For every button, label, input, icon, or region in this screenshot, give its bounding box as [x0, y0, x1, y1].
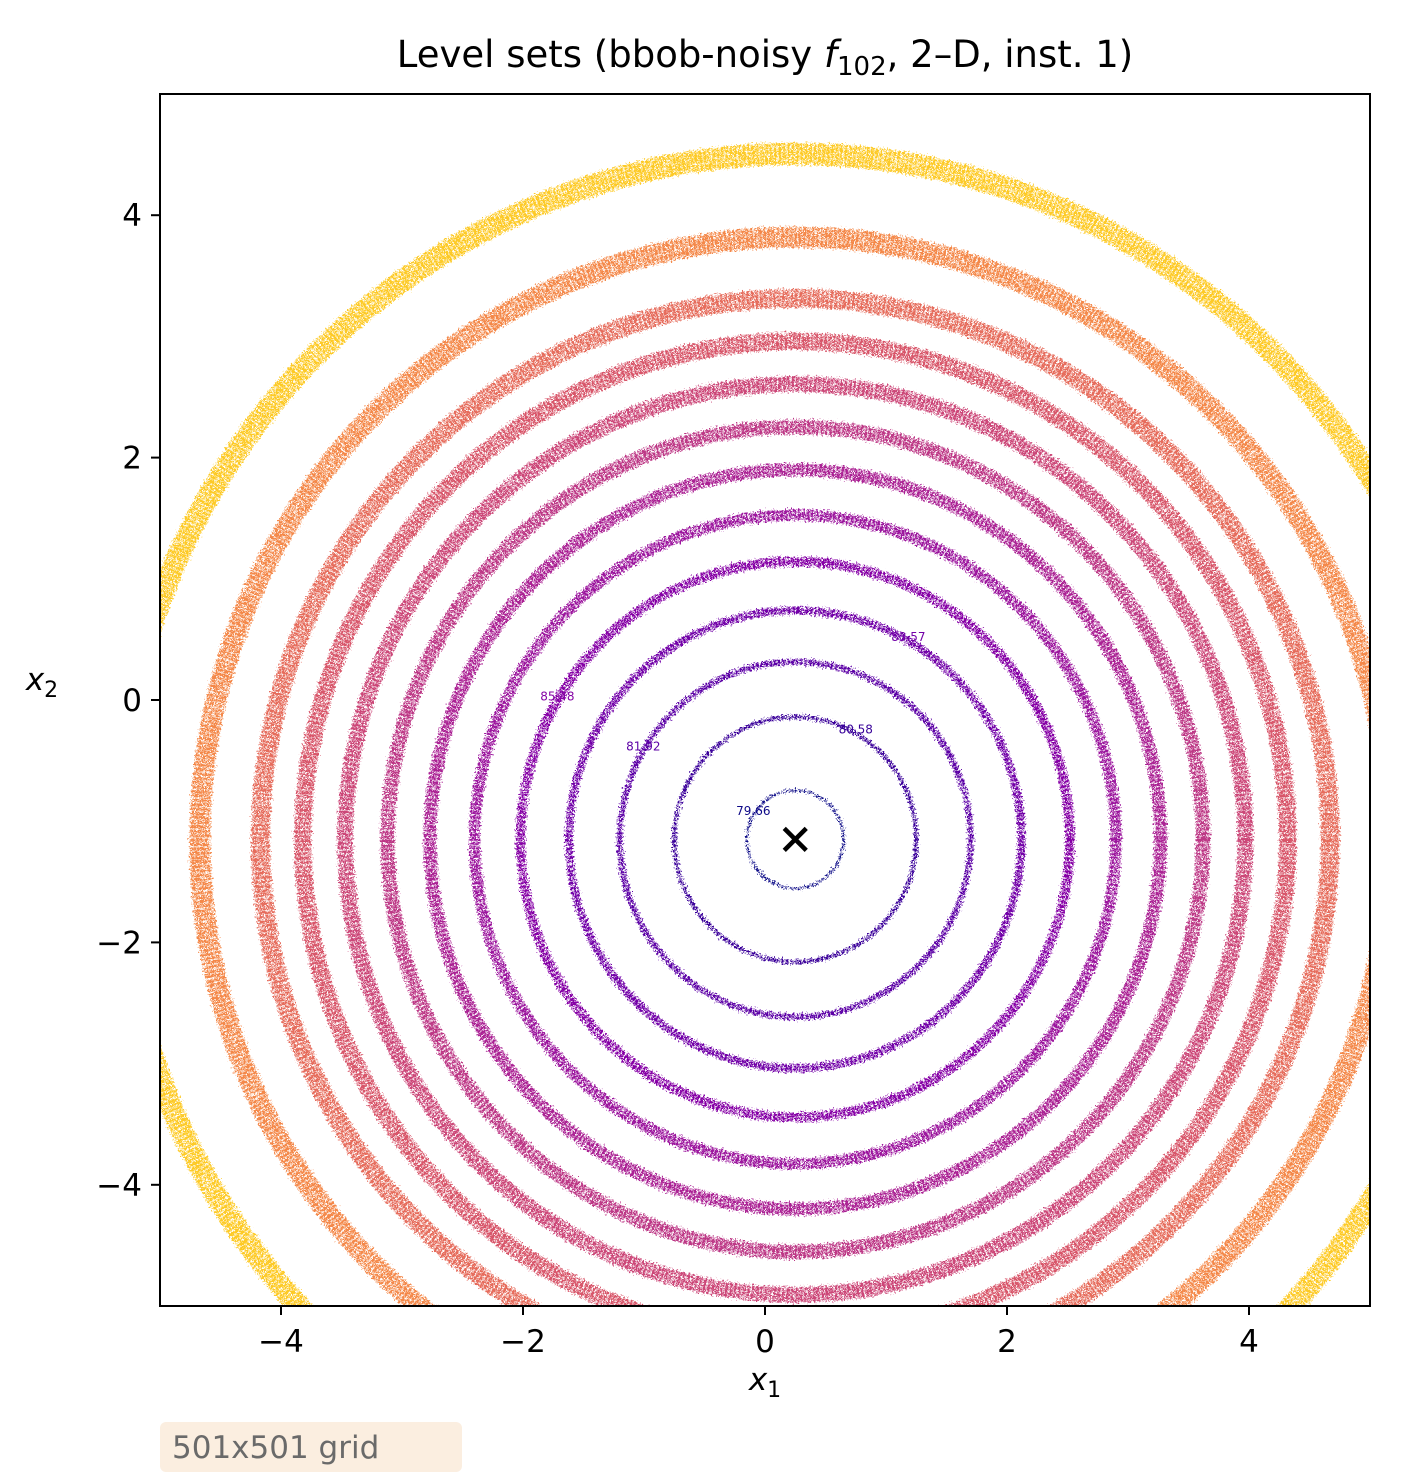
x-tick-label: −2 [500, 1324, 546, 1360]
optimum-marker [782, 826, 808, 852]
y-tick-label: −4 [96, 1168, 142, 1204]
contour-level-5 [515, 556, 1075, 1123]
x-tick-label: 4 [1239, 1324, 1259, 1360]
x-tick-label: −4 [258, 1324, 304, 1360]
contour-label: 79.66 [736, 804, 770, 818]
y-tick-label: 2 [122, 441, 142, 477]
contour-labels: 79.66 80.58 81.92 83.57 85.48 [540, 630, 925, 818]
contour-level-9 [337, 376, 1254, 1303]
x-axis-label: x1 [748, 1362, 781, 1403]
contour-level-6 [469, 509, 1122, 1170]
contour-label: 81.92 [626, 740, 660, 754]
plot-area: 79.66 80.58 81.92 83.57 85.48 [160, 94, 1370, 1306]
contour-level-11 [251, 289, 1340, 1306]
chart-title: Level sets (bbob-noisy f102, 2–D, inst. … [397, 33, 1133, 82]
contour-label: 80.58 [839, 722, 873, 736]
contour-lines [160, 143, 1370, 1306]
x-tick-label: 2 [997, 1324, 1017, 1360]
contour-label: 85.48 [540, 689, 574, 703]
x-axis-ticks: −4 −2 0 2 4 [258, 1306, 1259, 1360]
y-tick-label: 0 [122, 683, 142, 719]
x-tick-label: 0 [755, 1324, 775, 1360]
y-axis-label: x2 [25, 662, 58, 703]
annotation-text: 501x501 grid [172, 1430, 379, 1466]
contour-level-3 [616, 658, 974, 1020]
contour-level-10 [294, 332, 1297, 1306]
contour-level-4 [565, 606, 1026, 1073]
annotation-box [160, 1422, 462, 1472]
contour-level-7 [423, 463, 1168, 1216]
contour-level-8 [380, 419, 1211, 1259]
contour-level-2 [672, 714, 919, 964]
y-axis-ticks: −4 −2 0 2 4 [96, 198, 160, 1204]
contour-label: 83.57 [891, 630, 925, 644]
contour-level-1 [745, 789, 845, 890]
optimum-x-stroke [782, 826, 808, 852]
grid-size-annotation: 501x501 grid [160, 1422, 462, 1472]
y-tick-label: 4 [122, 198, 142, 234]
contour-level-12 [189, 226, 1370, 1306]
y-tick-label: −2 [96, 925, 142, 961]
